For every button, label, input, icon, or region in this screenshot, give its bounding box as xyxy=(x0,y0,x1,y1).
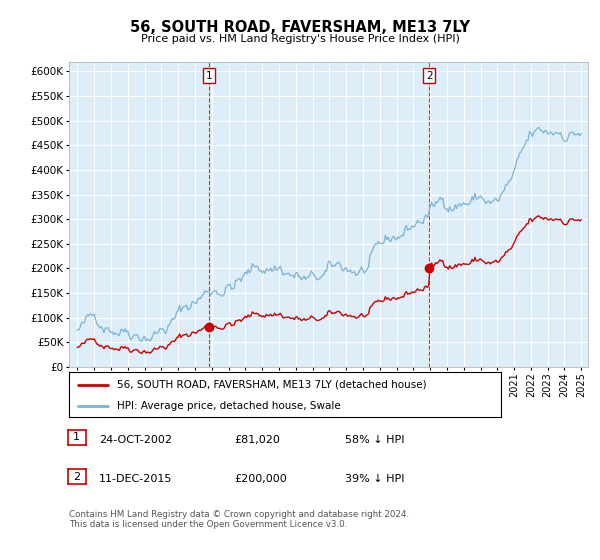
Text: Price paid vs. HM Land Registry's House Price Index (HPI): Price paid vs. HM Land Registry's House … xyxy=(140,34,460,44)
Text: 56, SOUTH ROAD, FAVERSHAM, ME13 7LY (detached house): 56, SOUTH ROAD, FAVERSHAM, ME13 7LY (det… xyxy=(116,380,426,390)
Text: 24-OCT-2002: 24-OCT-2002 xyxy=(99,435,172,445)
Text: 1: 1 xyxy=(73,432,80,442)
Text: 56, SOUTH ROAD, FAVERSHAM, ME13 7LY: 56, SOUTH ROAD, FAVERSHAM, ME13 7LY xyxy=(130,20,470,35)
Text: 39% ↓ HPI: 39% ↓ HPI xyxy=(345,474,404,484)
Text: 58% ↓ HPI: 58% ↓ HPI xyxy=(345,435,404,445)
Text: 11-DEC-2015: 11-DEC-2015 xyxy=(99,474,172,484)
Text: 1: 1 xyxy=(205,71,212,81)
Text: 2: 2 xyxy=(426,71,433,81)
Text: £81,020: £81,020 xyxy=(234,435,280,445)
Text: HPI: Average price, detached house, Swale: HPI: Average price, detached house, Swal… xyxy=(116,401,340,411)
Text: 2: 2 xyxy=(73,472,80,482)
Text: Contains HM Land Registry data © Crown copyright and database right 2024.
This d: Contains HM Land Registry data © Crown c… xyxy=(69,510,409,529)
Text: £200,000: £200,000 xyxy=(234,474,287,484)
